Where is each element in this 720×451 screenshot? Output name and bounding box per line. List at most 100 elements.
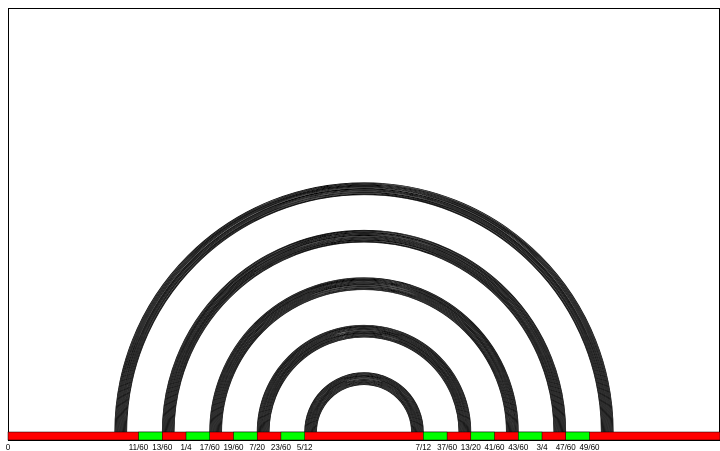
arc-f4-8: [118, 187, 610, 433]
arc-f2-13: [209, 277, 519, 433]
arc-f1-5: [264, 332, 464, 433]
arc-f0-1: [315, 383, 413, 433]
tick-label-2: 13/60: [152, 443, 173, 451]
arc-f2-3: [218, 286, 510, 433]
arc-f1-4: [265, 333, 463, 433]
tick-label-16: 49/60: [579, 443, 600, 451]
arc-f4-0: [126, 194, 602, 433]
arc-f2-4: [217, 285, 511, 433]
tick-label-layer: 0 11/60 13/60 1/4 17/60 19/60 7/20 23/60 5/12 7/1…: [6, 443, 600, 451]
arc-f1-0: [268, 336, 460, 433]
tick-label-1: 11/60: [129, 443, 149, 451]
tick-label-4: 17/60: [200, 443, 221, 451]
arc-f4-7: [119, 187, 609, 433]
arc-f3-6: [168, 236, 560, 433]
arc-f2-1: [220, 288, 508, 433]
tick-label-7: 23/60: [271, 443, 292, 451]
tick-label-12: 41/60: [484, 443, 505, 451]
arc-f3-10: [164, 232, 564, 433]
arc-f4-12: [115, 183, 613, 433]
shaded-interval-0: [138, 431, 163, 441]
tick-label-10: 37/60: [437, 443, 458, 451]
shaded-interval-7: [565, 431, 590, 441]
arc-f2-6: [215, 283, 513, 433]
arc-f3-4: [170, 238, 558, 433]
arc-f4-5: [121, 189, 607, 433]
shaded-interval-3: [280, 431, 305, 441]
arc-f1-13: [256, 324, 472, 433]
arc-f0-5: [311, 379, 417, 433]
arc-f2-8: [213, 281, 515, 433]
arc-f1-1: [267, 336, 461, 433]
arc-f1-6: [263, 331, 465, 433]
arc-f4-13: [114, 182, 614, 433]
shaded-interval-4: [423, 431, 448, 441]
arc-layer: [114, 182, 614, 433]
tick-label-9: 7/12: [416, 443, 432, 451]
gap-interval: [7, 431, 720, 441]
shaded-interval-1: [185, 431, 210, 441]
arc-f4-2: [124, 192, 604, 433]
arc-f1-3: [265, 333, 463, 433]
arc-f3-0: [173, 241, 555, 433]
arc-f1-12: [257, 325, 471, 433]
interval-bar: [7, 431, 720, 441]
arc-f1-9: [260, 328, 468, 433]
arc-f4-3: [123, 191, 605, 433]
tick-label-14: 3/4: [536, 443, 548, 451]
tick-label-6: 7/20: [249, 443, 265, 451]
arc-f1-10: [259, 327, 469, 433]
arc-f0-7: [309, 377, 419, 433]
arc-f1-11: [258, 326, 470, 433]
arc-f0-13: [304, 372, 424, 433]
arc-f4-4: [122, 190, 606, 433]
arc-f2-0: [221, 289, 507, 433]
arc-f3-1: [172, 240, 556, 433]
tick-label-11: 13/20: [461, 443, 482, 451]
shaded-interval-2: [233, 431, 258, 441]
arc-f2-5: [216, 284, 512, 433]
arc-f4-1: [125, 193, 603, 433]
arc-f4-11: [116, 184, 612, 433]
arc-f3-11: [163, 231, 565, 433]
arc-f3-8: [166, 234, 562, 433]
arc-f3-9: [165, 233, 563, 433]
tick-label-13: 43/60: [508, 443, 529, 451]
arc-f2-2: [219, 287, 509, 433]
arc-f0-8: [308, 376, 420, 433]
arc-f0-11: [306, 374, 422, 433]
arc-f3-12: [162, 230, 566, 433]
arc-f0-6: [310, 378, 418, 433]
arc-f2-12: [210, 278, 518, 433]
arc-f4-9: [118, 186, 610, 433]
shaded-interval-6: [518, 431, 543, 441]
arc-f0-4: [312, 380, 416, 433]
tick-label-0: 0: [6, 443, 11, 451]
arc-f4-10: [117, 185, 611, 433]
shaded-interval-5: [470, 431, 495, 441]
tick-label-8: 5/12: [297, 443, 313, 451]
arc-f3-7: [167, 235, 561, 433]
tick-label-3: 1/4: [180, 443, 192, 451]
arc-f3-3: [170, 239, 558, 433]
arc-f4-6: [120, 188, 608, 433]
tick-label-5: 19/60: [223, 443, 244, 451]
arc-f0-10: [307, 375, 421, 433]
arc-f0-9: [307, 376, 421, 433]
arc-f3-5: [169, 237, 559, 433]
arc-f1-8: [261, 329, 467, 433]
arc-f1-2: [266, 334, 462, 433]
arc-f1-7: [262, 330, 466, 433]
arc-f3-13: [161, 229, 567, 433]
arc-f0-3: [313, 381, 415, 433]
arc-f2-7: [214, 282, 514, 433]
arc-f2-11: [211, 279, 517, 433]
arc-f0-2: [314, 382, 414, 433]
arc-f2-10: [212, 280, 516, 433]
arc-f3-2: [171, 239, 557, 433]
arc-f2-9: [212, 281, 516, 433]
arc-f0-12: [305, 373, 423, 433]
tick-label-15: 47/60: [556, 443, 577, 451]
arc-f0-0: [316, 384, 412, 433]
